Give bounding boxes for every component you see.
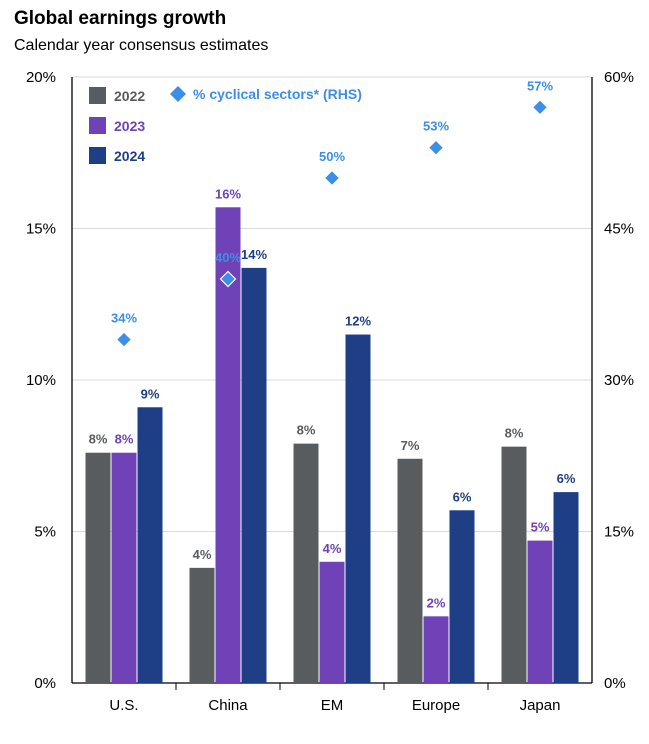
bar-value-label: 14% [241,247,267,262]
bar-value-label: 6% [453,489,472,504]
legend-label-2022: 2022 [114,88,145,104]
bar-value-label: 6% [557,471,576,486]
bar-value-label: 8% [505,426,524,441]
bar-2024 [241,267,267,683]
cyclical-sector-point [427,139,445,157]
bar-value-label: 12% [345,314,371,329]
bar-value-label: 4% [193,547,212,562]
bar-value-label: 2% [427,595,446,610]
bar-2024 [137,407,163,683]
cyclical-value-label: 53% [423,119,449,134]
bar-value-label: 4% [323,541,342,556]
bar-2024 [553,492,579,683]
cyclical-sector-point [531,98,549,116]
y-tick-label-left: 15% [26,221,56,238]
x-tick-label: U.S. [109,697,138,714]
cyclical-value-label: 40% [215,250,241,265]
bar-2022 [397,458,423,683]
bar-2022 [85,452,111,683]
bar-2023 [423,616,449,683]
legend-label-2023: 2023 [114,118,145,134]
bar-value-label: 8% [115,432,134,447]
x-tick-label: Japan [520,697,561,714]
cyclical-value-label: 57% [527,78,553,93]
chart-title: Global earnings growth [14,8,227,29]
y-tick-label-left: 10% [26,372,56,389]
bar-2023 [319,561,345,683]
cyclical-sector-point [219,270,237,288]
legend-label-rhs: % cyclical sectors* (RHS) [193,86,362,102]
cyclical-sector-point [115,331,133,348]
bar-value-label: 16% [215,186,241,201]
legend-diamond-icon [170,86,186,102]
legend-swatch-2024 [89,147,106,164]
cyclical-value-label: 50% [319,149,345,164]
x-tick-label: EM [321,697,344,714]
bar-2022 [189,567,215,683]
bar-2023 [111,452,137,683]
bar-value-label: 8% [297,423,316,438]
cyclical-sector-point [323,169,341,187]
x-tick-label: Europe [412,697,460,714]
y-tick-label-right: 15% [604,524,634,541]
legend-label-2024: 2024 [114,148,145,164]
bar-value-label: 8% [89,432,108,447]
cyclical-value-label: 34% [111,311,137,326]
y-tick-label-right: 30% [604,372,634,389]
y-tick-label-right: 60% [604,69,634,86]
bar-2022 [501,446,527,683]
bar-value-label: 9% [141,386,160,401]
y-tick-label-right: 45% [604,221,634,238]
bar-value-label: 5% [531,520,550,535]
x-tick-label: China [208,697,248,714]
legend-swatch-2023 [89,117,106,134]
y-tick-label-right: 0% [604,675,626,692]
bar-2024 [449,510,475,683]
bar-2023 [527,540,553,683]
y-tick-label-left: 20% [26,69,56,86]
bar-2024 [345,334,371,683]
chart-subtitle: Calendar year consensus estimates [14,37,269,54]
y-tick-label-left: 5% [34,524,56,541]
bar-value-label: 7% [401,438,420,453]
y-tick-label-left: 0% [34,675,56,692]
legend-swatch-2022 [89,87,106,104]
bar-2022 [293,443,319,683]
